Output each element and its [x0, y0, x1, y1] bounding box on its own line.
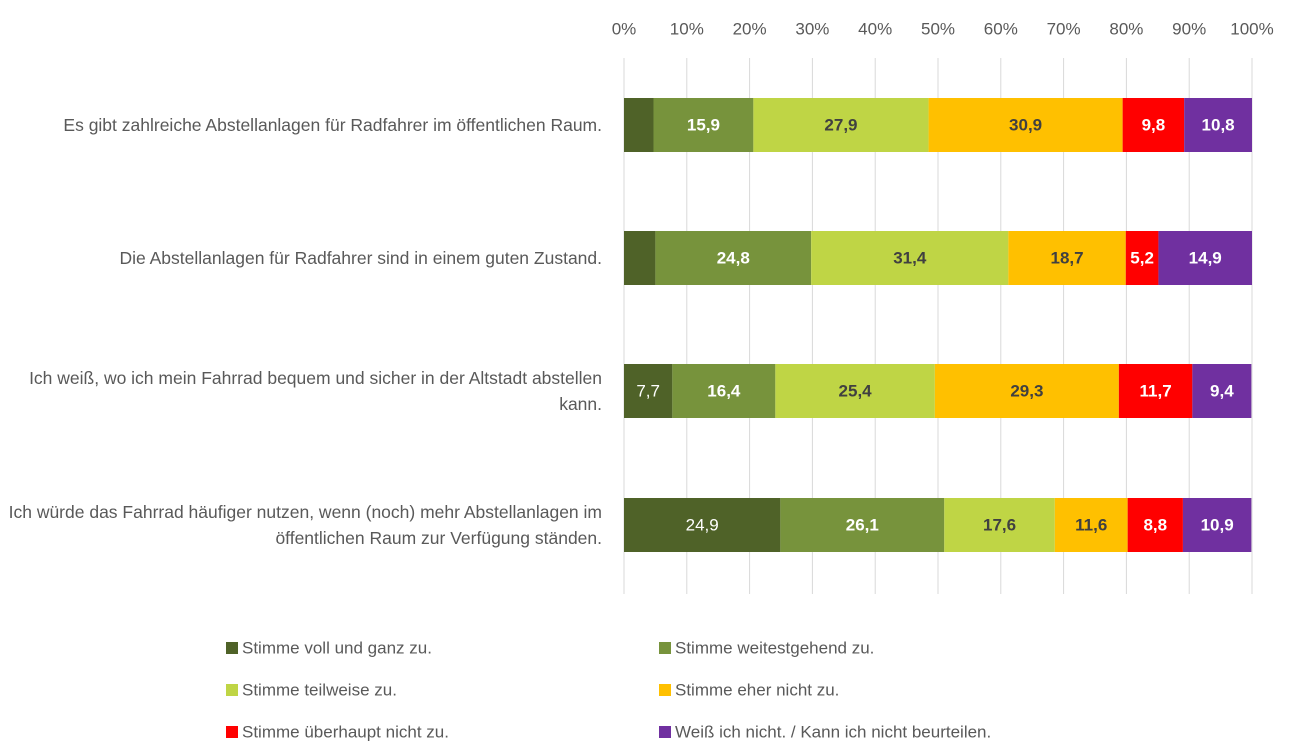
value-label: 16,4 — [707, 381, 741, 400]
value-label: 15,9 — [687, 115, 720, 134]
category-text: Die Abstellanlagen für Radfahrer sind in… — [119, 248, 602, 268]
legend-swatch — [659, 684, 671, 696]
category-label: Es gibt zahlreiche Abstellanlagen für Ra… — [0, 95, 602, 155]
value-label: 24,9 — [686, 515, 719, 534]
value-label: 10,8 — [1202, 115, 1235, 134]
x-tick-label: 30% — [795, 19, 829, 38]
bar-segment — [1184, 98, 1252, 152]
x-tick-label: 80% — [1109, 19, 1143, 38]
bar-segment — [655, 231, 812, 285]
value-label: 8,8 — [1143, 515, 1167, 534]
legend-label: Stimme überhaupt nicht zu. — [242, 722, 449, 741]
value-label: 10,9 — [1201, 515, 1234, 534]
value-label: 18,7 — [1051, 248, 1084, 267]
bar-segment — [1118, 364, 1193, 418]
category-label: Ich würde das Fahrrad häufiger nutzen, w… — [0, 495, 602, 555]
bar-segment — [811, 231, 1009, 285]
bar-segment — [624, 498, 781, 552]
value-label: 30,9 — [1009, 115, 1042, 134]
bar-segment — [944, 498, 1055, 552]
bar-segment — [624, 231, 656, 285]
bar-segment — [928, 98, 1123, 152]
value-label: 5,2 — [1130, 248, 1154, 267]
value-label: 26,1 — [846, 515, 879, 534]
category-text: Ich würde das Fahrrad häufiger nutzen, w… — [8, 502, 602, 548]
bar-segment — [1158, 231, 1252, 285]
bar-segment — [1182, 498, 1252, 552]
legend-swatch — [226, 684, 238, 696]
legend-swatch — [659, 642, 671, 654]
value-label: 27,9 — [824, 115, 857, 134]
value-label: 11,7 — [1140, 381, 1172, 400]
legend-swatch — [659, 726, 671, 738]
legend-label: Stimme eher nicht zu. — [675, 680, 839, 699]
x-tick-label: 10% — [670, 19, 704, 38]
value-label: 17,6 — [983, 515, 1016, 534]
bar-segment — [1054, 498, 1128, 552]
value-label: 29,3 — [1010, 381, 1043, 400]
category-label: Ich weiß, wo ich mein Fahrrad bequem und… — [0, 361, 602, 421]
category-label: Die Abstellanlagen für Radfahrer sind in… — [0, 228, 602, 288]
bar-segment — [775, 364, 935, 418]
bar-segment — [1122, 98, 1185, 152]
value-label: 24,8 — [717, 248, 750, 267]
bar-segment — [753, 98, 929, 152]
bar-segment — [624, 364, 673, 418]
legend-swatch — [226, 726, 238, 738]
legend-label: Stimme teilweise zu. — [242, 680, 397, 699]
value-label: 9,4 — [1210, 381, 1234, 400]
bar-segment — [653, 98, 754, 152]
x-tick-label: 40% — [858, 19, 892, 38]
x-tick-label: 0% — [612, 19, 637, 38]
x-tick-label: 70% — [1047, 19, 1081, 38]
bar-segment — [1125, 231, 1159, 285]
value-label: 9,8 — [1142, 115, 1166, 134]
x-tick-label: 90% — [1172, 19, 1206, 38]
value-label: 7,7 — [636, 381, 660, 400]
bar-segment — [672, 364, 776, 418]
x-tick-label: 20% — [733, 19, 767, 38]
value-label: 11,6 — [1075, 515, 1107, 534]
legend-label: Stimme weitestgehend zu. — [675, 638, 874, 657]
bar-segment — [780, 498, 945, 552]
value-label: 25,4 — [839, 381, 873, 400]
legend-label: Weiß ich nicht. / Kann ich nicht beurtei… — [675, 722, 991, 741]
category-text: Es gibt zahlreiche Abstellanlagen für Ra… — [63, 115, 602, 135]
bar-segment — [934, 364, 1119, 418]
category-text: Ich weiß, wo ich mein Fahrrad bequem und… — [29, 368, 602, 414]
bar-segment — [1008, 231, 1126, 285]
x-tick-label: 50% — [921, 19, 955, 38]
x-tick-label: 100% — [1230, 19, 1273, 38]
value-label: 31,4 — [893, 248, 927, 267]
legend-swatch — [226, 642, 238, 654]
bar-segment — [1127, 498, 1183, 552]
bar-segment — [624, 98, 654, 152]
value-label: 14,9 — [1189, 248, 1222, 267]
bar-segment — [1192, 364, 1252, 418]
legend-label: Stimme voll und ganz zu. — [242, 638, 432, 657]
x-tick-label: 60% — [984, 19, 1018, 38]
